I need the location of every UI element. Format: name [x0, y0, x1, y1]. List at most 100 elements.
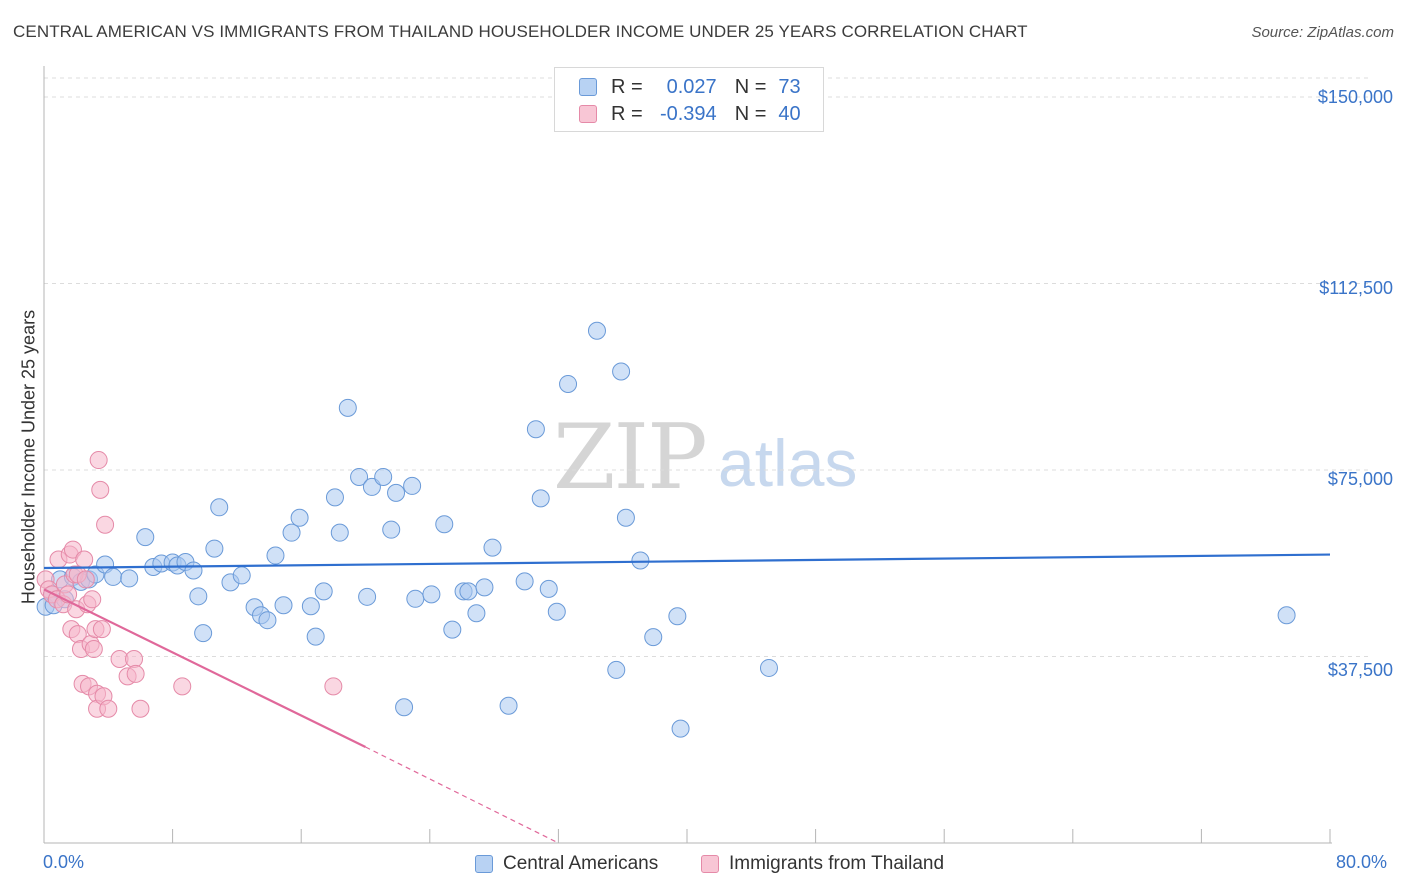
legend-r-value: 0.027 [666, 75, 717, 98]
point-central-americans [403, 476, 422, 495]
point-thailand [126, 664, 145, 683]
point-central-americans [290, 508, 309, 527]
point-central-americans [338, 398, 357, 417]
watermark-atlas: atlas [718, 426, 858, 500]
point-central-americans [475, 578, 494, 597]
bottom-legend-label: Immigrants from Thailand [729, 853, 945, 874]
point-central-americans [314, 582, 333, 601]
bottom-legend-label: Central Americans [503, 853, 659, 874]
point-central-americans [435, 515, 454, 534]
point-thailand [173, 677, 192, 696]
point-central-americans [395, 698, 414, 717]
point-central-americans [358, 587, 377, 606]
point-central-americans [515, 572, 534, 591]
watermark-zip: ZIP [553, 405, 708, 510]
point-central-americans [531, 489, 550, 508]
point-thailand [99, 699, 118, 718]
point-central-americans [120, 569, 139, 588]
point-central-americans [443, 620, 462, 639]
point-central-americans [387, 483, 406, 502]
point-thailand [131, 699, 150, 718]
point-central-americans [422, 585, 441, 604]
point-central-americans [266, 546, 285, 565]
point-central-americans [616, 508, 635, 527]
legend-swatch-pink [579, 105, 597, 123]
point-thailand [89, 451, 108, 470]
point-central-americans [587, 321, 606, 340]
point-central-americans [483, 538, 502, 557]
point-central-americans [644, 628, 663, 647]
legend-n-label: N = [734, 75, 767, 98]
point-central-americans [559, 374, 578, 393]
point-thailand [84, 640, 103, 659]
point-central-americans [301, 597, 320, 616]
bottom-legend-central-americans: Central Americans [475, 851, 658, 877]
point-central-americans [330, 523, 349, 542]
trendline-thailand-extension [365, 746, 559, 844]
point-central-americans [374, 467, 393, 486]
legend-r-label: R = [611, 102, 643, 125]
y-tick-label-75000: $75,000 [1327, 469, 1393, 489]
legend-n-value: 40 [778, 102, 801, 125]
point-thailand [96, 515, 115, 534]
point-central-americans [104, 567, 123, 586]
point-central-americans [350, 467, 369, 486]
chart-title: CENTRAL AMERICAN VS IMMIGRANTS FROM THAI… [13, 22, 1028, 41]
legend-row-central-americans: R = 0.027 N = 73 [579, 74, 801, 100]
point-central-americans [325, 488, 344, 507]
point-thailand [75, 550, 94, 569]
stats-legend: R = 0.027 N = 73 R = -0.394 N = 40 [554, 67, 824, 132]
point-central-americans [612, 362, 631, 381]
bottom-legend-swatch-pink [701, 855, 719, 873]
point-central-americans [467, 604, 486, 623]
bottom-legend-thailand: Immigrants from Thailand [701, 851, 944, 877]
point-central-americans [194, 624, 213, 643]
legend-row-thailand: R = -0.394 N = 40 [579, 101, 801, 127]
point-central-americans [1277, 606, 1296, 625]
point-thailand [324, 677, 343, 696]
point-central-americans [210, 498, 229, 517]
point-central-americans [406, 589, 425, 608]
point-central-americans [306, 627, 325, 646]
point-central-americans [258, 611, 277, 630]
legend-swatch-blue [579, 78, 597, 96]
point-central-americans [671, 719, 690, 738]
point-central-americans [205, 539, 224, 558]
point-central-americans [274, 596, 293, 615]
legend-n-label: N = [734, 102, 767, 125]
point-central-americans [547, 602, 566, 621]
point-central-americans [136, 528, 155, 547]
point-central-americans [607, 660, 626, 679]
point-thailand [91, 480, 110, 499]
y-tick-label-112500: $112,500 [1319, 278, 1393, 298]
point-central-americans [232, 566, 251, 585]
point-central-americans [759, 658, 778, 677]
y-tick-label-37500: $37,500 [1327, 660, 1393, 680]
point-central-americans [362, 477, 381, 496]
trendline-thailand [43, 588, 366, 749]
point-central-americans [184, 561, 203, 580]
legend-n-value: 73 [778, 75, 801, 98]
legend-r-label: R = [611, 75, 643, 98]
point-thailand [63, 540, 82, 559]
source-label: Source: ZipAtlas.com [1251, 24, 1394, 41]
x-tick-label-max: 80.0% [1336, 852, 1388, 872]
point-thailand [92, 620, 111, 639]
y-tick-label-150000: $150,000 [1317, 87, 1393, 107]
point-central-americans [539, 579, 558, 598]
trendline-central-americans [43, 553, 1331, 570]
point-central-americans [631, 551, 650, 570]
point-thailand [125, 649, 144, 668]
point-central-americans [189, 587, 208, 606]
legend-r-value: -0.394 [659, 102, 717, 125]
point-central-americans [499, 696, 518, 715]
point-thailand [76, 570, 95, 589]
point-thailand [83, 590, 102, 609]
x-tick-label-min: 0.0% [43, 852, 85, 872]
point-central-americans [526, 420, 545, 439]
point-central-americans [668, 607, 687, 626]
point-central-americans [382, 520, 401, 539]
point-central-americans [282, 523, 301, 542]
bottom-legend-swatch-blue [475, 855, 493, 873]
